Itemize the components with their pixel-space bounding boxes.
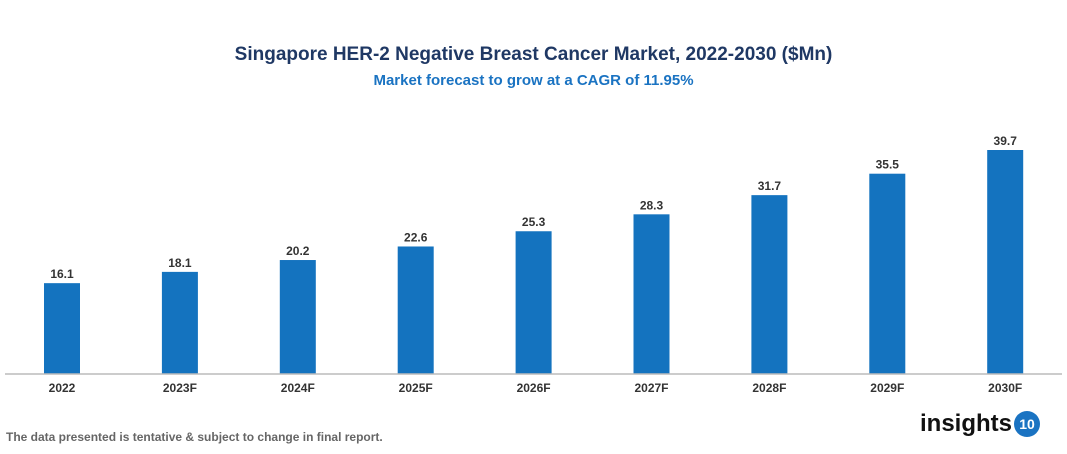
insights10-logo: insights 10 — [920, 410, 1041, 438]
x-tick-label: 2022 — [49, 381, 76, 395]
footnote: The data presented is tentative & subjec… — [6, 430, 383, 444]
bar-2028F — [751, 195, 788, 374]
bar-2025F — [397, 246, 434, 374]
data-label: 25.3 — [522, 215, 546, 229]
data-label: 20.2 — [286, 244, 310, 258]
x-tick-label: 2025F — [399, 381, 433, 395]
data-label: 28.3 — [640, 198, 664, 212]
bar-2027F — [633, 214, 670, 374]
bar-2022 — [44, 283, 80, 374]
chart-title: Singapore HER-2 Negative Breast Cancer M… — [234, 44, 833, 65]
x-tick-label: 2026F — [517, 381, 551, 395]
bar-chart: 16.1 2022 18.1 2023F 20.2 2024F 22.6 2025F 25.3 2… — [5, 134, 1062, 395]
x-tick-label: 2024F — [281, 381, 315, 395]
x-tick-label: 2030F — [988, 381, 1022, 395]
data-label: 18.1 — [168, 256, 192, 270]
data-label: 16.1 — [50, 267, 74, 281]
bar-2026F — [515, 231, 552, 374]
logo-text: insights — [920, 410, 1013, 437]
data-label: 31.7 — [758, 179, 782, 193]
x-tick-label: 2027F — [634, 381, 668, 395]
data-label: 35.5 — [876, 158, 900, 172]
x-tick-label: 2023F — [163, 381, 197, 395]
bar-2030F — [987, 150, 1024, 374]
data-label: 39.7 — [994, 134, 1018, 148]
logo-badge: 10 — [1014, 411, 1041, 437]
bar-2024F — [279, 260, 316, 374]
chart-subtitle: Market forecast to grow at a CAGR of 11.… — [373, 72, 694, 89]
bar-2023F — [161, 271, 198, 374]
data-label: 22.6 — [404, 230, 428, 244]
x-tick-label: 2028F — [752, 381, 786, 395]
bar-2029F — [869, 173, 906, 374]
x-tick-label: 2029F — [870, 381, 904, 395]
